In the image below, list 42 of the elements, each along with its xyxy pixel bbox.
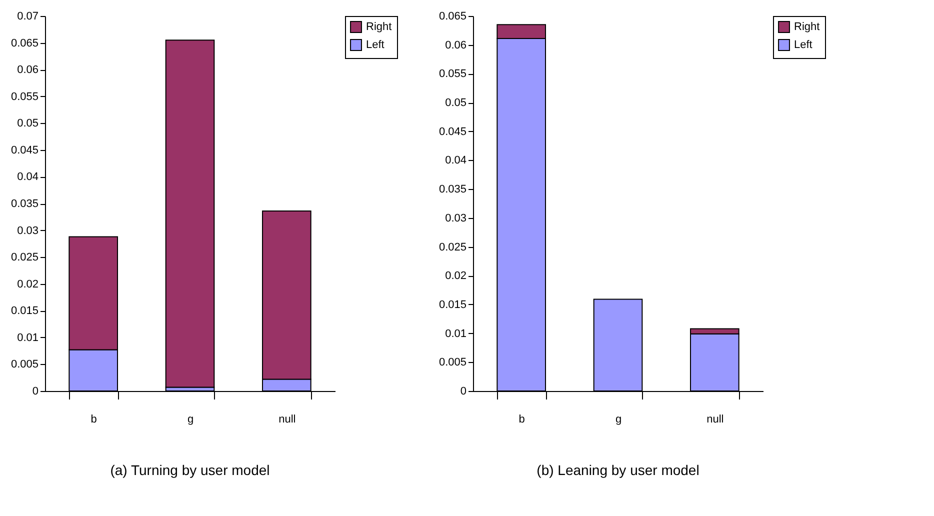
y-tick-label: 0	[32, 386, 38, 398]
y-tick-label: 0.055	[10, 90, 38, 103]
y-tick-label: 0.025	[10, 252, 38, 264]
y-tick-label: 0.065	[438, 10, 466, 22]
y-tick-label: 0.025	[438, 241, 466, 254]
legend-label: Left	[794, 39, 812, 51]
y-tick-label: 0.005	[438, 356, 466, 369]
text: (a) Turning by user model	[110, 462, 270, 478]
x-tick-label: g	[187, 414, 194, 426]
y-tick-label: 0.04	[445, 154, 466, 167]
legend-label: Right	[366, 21, 392, 33]
y-tick-label: 0.01	[445, 328, 466, 340]
y-tick-label: 0.01	[17, 332, 38, 344]
y-tick-label: 0.005	[10, 358, 38, 371]
x-tick-label: b	[518, 414, 525, 426]
y-tick-label: 0.015	[438, 298, 466, 311]
y-tick-label: 0.07	[17, 10, 38, 22]
bar	[165, 40, 215, 388]
legend-label: Right	[794, 21, 820, 33]
y-tick-label: 0.055	[438, 68, 466, 80]
y-tick-label: 0.065	[10, 37, 38, 50]
y-tick-label: 0.015	[10, 305, 38, 318]
y-tick-label: 0.04	[17, 171, 38, 184]
y-tick-label: 0.06	[445, 39, 466, 52]
y-tick-label: 0.06	[17, 64, 38, 76]
y-tick-label: 0.02	[445, 270, 466, 282]
x-tick-label: g	[615, 414, 622, 426]
text: (b) Leaning by user model	[536, 462, 700, 478]
y-tick-label: 0.045	[10, 144, 38, 156]
y-tick-label: 0.03	[445, 212, 466, 224]
x-tick-label: null	[278, 414, 296, 426]
y-tick-label: 0.02	[17, 278, 38, 290]
y-tick-label: 0.045	[438, 126, 466, 138]
x-tick-label: null	[706, 414, 724, 426]
x-tick-label: b	[90, 414, 97, 426]
legend-label: Left	[366, 39, 384, 51]
y-tick-label: 0.035	[10, 198, 38, 210]
y-tick-label: 0	[460, 386, 466, 398]
y-tick-label: 0.05	[445, 97, 466, 110]
y-tick-label: 0.03	[17, 224, 38, 237]
y-tick-label: 0.05	[17, 118, 38, 130]
y-tick-label: 0.035	[438, 184, 466, 196]
